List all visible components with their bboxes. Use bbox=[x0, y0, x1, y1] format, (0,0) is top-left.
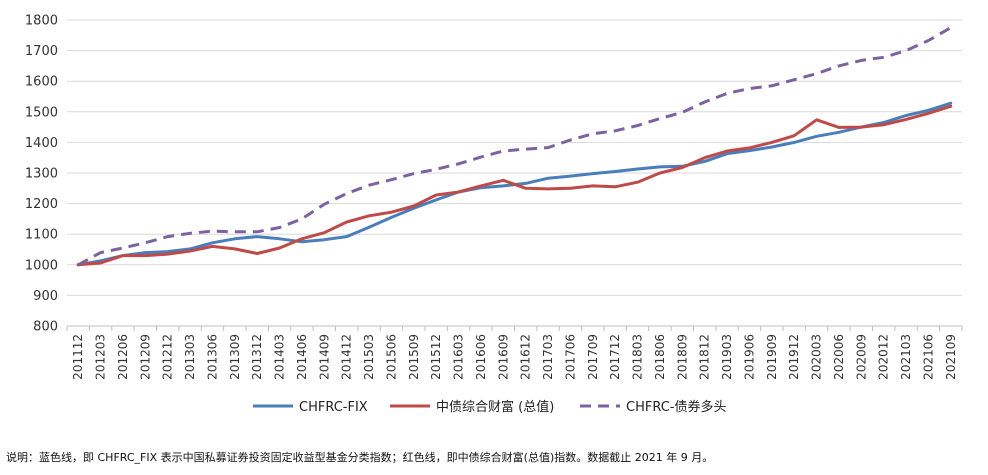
x-tick-label: 201612 bbox=[519, 334, 533, 380]
x-tick-label: 201112 bbox=[71, 334, 85, 380]
x-tick-label: 201309 bbox=[228, 334, 242, 380]
y-tick-label: 1400 bbox=[25, 136, 58, 151]
x-tick-label: 201903 bbox=[720, 334, 734, 380]
x-tick-label: 201706 bbox=[563, 334, 577, 380]
x-tick-label: 201312 bbox=[250, 334, 264, 380]
series-lines bbox=[76, 26, 953, 267]
x-tick-label: 201909 bbox=[765, 334, 779, 380]
series-line-2 bbox=[77, 26, 952, 267]
line-chart: 800 900 1000 1100 1200 1300 1400 1500 1600 1700 18… bbox=[25, 14, 963, 415]
x-tick-label: 201403 bbox=[273, 334, 287, 380]
x-tick-label: 201512 bbox=[429, 334, 443, 380]
legend-label-1: 中债综合财富 (总值) bbox=[436, 399, 554, 415]
x-tick-label: 201712 bbox=[608, 334, 622, 380]
x-tick-label: 202009 bbox=[854, 334, 868, 380]
y-tick-label: 1600 bbox=[25, 75, 58, 90]
x-tick-label: 201809 bbox=[675, 334, 689, 380]
x-tick-label: 201303 bbox=[183, 334, 197, 380]
x-tick-label: 201709 bbox=[586, 334, 600, 380]
y-tick-label: 900 bbox=[33, 289, 58, 304]
x-tick-label: 202103 bbox=[899, 334, 913, 380]
y-tick-label: 1800 bbox=[25, 14, 58, 29]
x-tick-label: 202106 bbox=[921, 334, 935, 380]
x-tick-label: 201412 bbox=[340, 334, 354, 380]
y-tick-label: 1000 bbox=[25, 258, 58, 273]
x-tick-label: 201603 bbox=[452, 334, 466, 380]
x-tick-label: 201806 bbox=[653, 334, 667, 380]
series-line-1 bbox=[76, 104, 953, 267]
y-tick-label: 1700 bbox=[25, 44, 58, 59]
x-tick-label: 201506 bbox=[384, 334, 398, 380]
x-tick-label: 201209 bbox=[138, 334, 152, 380]
x-tick-label: 201406 bbox=[295, 334, 309, 380]
y-tick-label: 1100 bbox=[25, 228, 58, 243]
x-tick-label: 201206 bbox=[116, 334, 130, 380]
x-tick-label: 201906 bbox=[742, 334, 756, 380]
y-tick-label: 1500 bbox=[25, 105, 58, 120]
x-tick-label: 201409 bbox=[317, 334, 331, 380]
x-tick-label: 201606 bbox=[474, 334, 488, 380]
gridlines bbox=[67, 19, 962, 327]
x-tick-label: 201812 bbox=[698, 334, 712, 380]
x-tick-label: 201203 bbox=[94, 334, 108, 380]
x-tick-label: 202012 bbox=[877, 334, 891, 380]
x-tick-label: 201503 bbox=[362, 334, 376, 380]
legend-label-0: CHFRC-FIX bbox=[299, 400, 368, 415]
footnote: 说明：蓝色线，即 CHFRC_FIX 表示中国私募证券投资固定收益型基金分类指数… bbox=[6, 451, 714, 464]
x-tick-label: 201609 bbox=[496, 334, 510, 380]
legend-label-2: CHFRC-债券多头 bbox=[626, 399, 726, 415]
y-tick-label: 1300 bbox=[25, 167, 58, 182]
legend: CHFRC-FIX 中债综合财富 (总值) CHFRC-债券多头 bbox=[253, 399, 726, 415]
x-tick-label: 202003 bbox=[810, 334, 824, 380]
y-tick-label: 800 bbox=[33, 320, 58, 335]
x-tick-label: 201212 bbox=[161, 334, 175, 380]
x-tick-label: 202006 bbox=[832, 334, 846, 380]
x-tick-label: 201306 bbox=[205, 334, 219, 380]
x-tick-label: 201703 bbox=[541, 334, 555, 380]
y-tick-label: 1200 bbox=[25, 197, 58, 212]
axes: 800 900 1000 1100 1200 1300 1400 1500 1600 1700 18… bbox=[25, 14, 963, 380]
x-tick-label: 201912 bbox=[787, 334, 801, 380]
x-tick-label: 202109 bbox=[944, 334, 958, 380]
x-tick-label: 201803 bbox=[631, 334, 645, 380]
x-tick-label: 201509 bbox=[407, 334, 421, 380]
